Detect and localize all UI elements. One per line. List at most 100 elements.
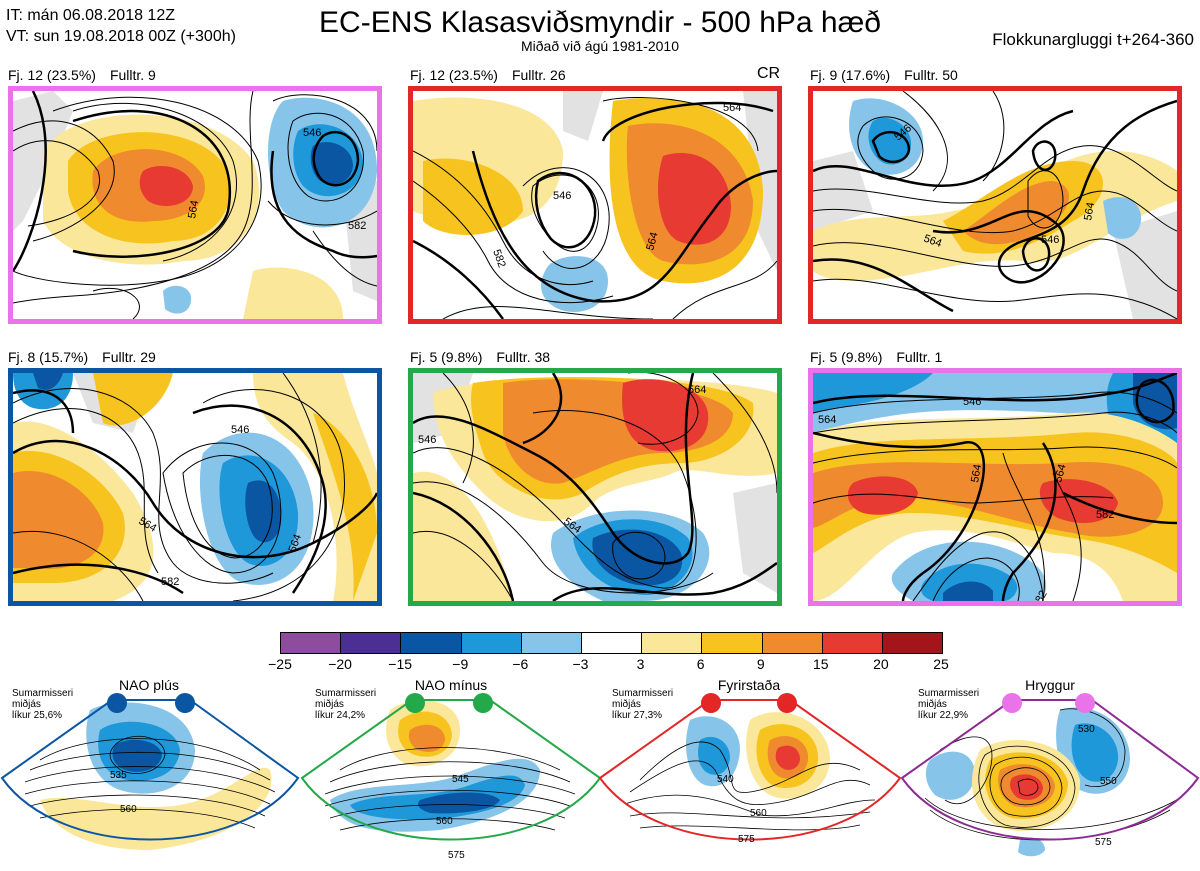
colorbar-segment: [822, 633, 883, 653]
contour-label: 564: [688, 384, 706, 396]
regime-dot: [777, 693, 797, 713]
panel-label: Fj. 8 (15.7%) Fulltr. 29: [8, 349, 170, 365]
colorbar-segment: [401, 633, 462, 653]
contour-label: 582: [321, 600, 339, 601]
contour-label: 545: [452, 774, 469, 785]
panel-label: Fj. 12 (23.5%) Fulltr. 9: [8, 67, 170, 83]
contour-label: 564: [969, 463, 984, 483]
classification-window: Flokkunargluggi t+264-360: [992, 30, 1194, 49]
regime-probability: líkur 27,3%: [612, 710, 663, 721]
panel-label: Fj. 5 (9.8%) Fulltr. 38: [410, 349, 564, 365]
init-time: IT: mán 06.08.2018 12Z: [6, 7, 175, 24]
cluster-label: Fj. 12 (23.5%): [8, 67, 96, 83]
contour-label: 564: [186, 199, 201, 219]
contour-label: 582: [681, 318, 699, 319]
control-run-label: CR: [757, 65, 781, 82]
contour-label: 582: [161, 576, 179, 588]
colorbar-tick-label: 9: [756, 656, 765, 672]
member-label: Fulltr. 26: [511, 67, 566, 83]
cluster-label: Fj. 5 (9.8%): [810, 349, 883, 365]
regime-info: Sumarmisseri miðjás líkur 27,3%: [612, 688, 673, 721]
contour-label: 546: [1041, 234, 1059, 246]
cluster-map: 564 546 582 582: [13, 91, 377, 319]
colorbar-tick-label: −6: [512, 656, 529, 672]
cluster-map: 564 564 546 582 582: [413, 373, 777, 601]
contour-label: 582: [713, 600, 731, 601]
colorbar-tick-label: 20: [873, 656, 889, 672]
regime-dot: [1075, 693, 1095, 713]
colorbar-tick-label: 3: [636, 656, 645, 672]
colorbar-tick-label: 25: [933, 656, 949, 672]
member-label: Fulltr. 1: [896, 349, 943, 365]
member-label: Fulltr. 38: [496, 349, 551, 365]
colorbar-segment: [521, 633, 582, 653]
cluster-map-panel: 564 546 582 582: [8, 86, 382, 324]
cluster-label: Fj. 8 (15.7%): [8, 349, 89, 365]
regime-mean: miðjás: [918, 699, 947, 710]
contour-label: 546: [231, 424, 249, 436]
colorbar-segment: [642, 633, 703, 653]
regime-mean: miðjás: [315, 699, 344, 710]
regime-dot: [701, 693, 721, 713]
regime-map-ridge: 530 550 575: [900, 699, 1200, 857]
contour-label: 560: [436, 816, 453, 827]
regime-mean: miðjás: [612, 699, 641, 710]
contour-label: 582: [1096, 509, 1114, 521]
regime-dot: [175, 693, 195, 713]
regime-dot: [473, 693, 493, 713]
colorbar-segment: [702, 633, 763, 653]
contour-label: 546: [303, 127, 321, 139]
contour-label: 564: [1082, 201, 1097, 221]
regime-dot: [1002, 693, 1022, 713]
contour-label: 564: [644, 231, 660, 252]
regime-name: Fyrirstaða: [717, 677, 781, 693]
regime-season: Sumarmisseri: [12, 688, 74, 699]
contour-label: 564: [922, 233, 943, 251]
contour-label: 540: [717, 774, 734, 785]
colorbar-tick-label: −20: [328, 656, 352, 672]
colorbar-segment: [762, 633, 823, 653]
regime-map-nao-plus: 535 560: [0, 699, 300, 850]
contour-label: 564: [818, 414, 836, 426]
regime-dot: [107, 693, 127, 713]
colorbar-tick-label: −25: [268, 656, 292, 672]
contour-label: 530: [1078, 724, 1095, 735]
contour-label: 582: [348, 220, 366, 232]
regime-dot: [405, 693, 425, 713]
cluster-label: Fj. 5 (9.8%): [410, 349, 483, 365]
contour-label: 575: [738, 834, 755, 845]
contour-label: 560: [120, 804, 137, 815]
colorbar-tick-label: −15: [388, 656, 413, 672]
regime-name: NAO plús: [119, 677, 179, 693]
regime-season: Sumarmisseri: [315, 688, 377, 699]
page-title: EC-ENS Klasasviðsmyndir - 500 hPa hæð: [319, 6, 881, 39]
regime-map-nao-minus: 545 560 575: [300, 699, 602, 861]
regime-probability: líkur 25,6%: [12, 710, 63, 721]
cluster-label: Fj. 12 (23.5%): [410, 67, 498, 83]
contour-label: 546: [553, 190, 571, 202]
colorbar-tick-label: 6: [696, 656, 705, 672]
cluster-map: 546 564 564 582 582: [13, 373, 377, 601]
regime-season: Sumarmisseri: [612, 688, 674, 699]
contour-label: 546: [418, 434, 436, 446]
colorbar: [280, 632, 943, 654]
contour-label: 564: [723, 102, 741, 114]
header-info: IT: mán 06.08.2018 12Z VT: sun 19.08.201…: [6, 5, 236, 47]
contour-label: 560: [750, 808, 767, 819]
cluster-map: 546 564 546 564 582: [813, 91, 1177, 319]
page-subtitle: Miðað við ágú 1981-2010: [520, 38, 679, 54]
member-label: Fulltr. 9: [109, 67, 156, 83]
panel-label: Fj. 12 (23.5%) Fulltr. 26: [410, 67, 580, 83]
regime-maps: 535 560 545 560 575: [0, 699, 1200, 861]
contour-label: 564: [1052, 463, 1068, 484]
member-label: Fulltr. 50: [904, 67, 958, 83]
regime-probability: líkur 24,2%: [315, 710, 366, 721]
panel-label: Fj. 5 (9.8%) Fulltr. 1: [810, 349, 956, 365]
regime-name: NAO mínus: [414, 677, 488, 693]
contour-label: 575: [448, 850, 465, 861]
colorbar-tick-label: 15: [813, 656, 829, 672]
colorbar-tick-label: −9: [452, 656, 469, 672]
colorbar-segment: [581, 633, 643, 653]
cluster-map-panel: 546 564 564 564 582 582: [808, 368, 1182, 606]
cluster-map-panel: 564 564 546 582 582: [408, 368, 782, 606]
